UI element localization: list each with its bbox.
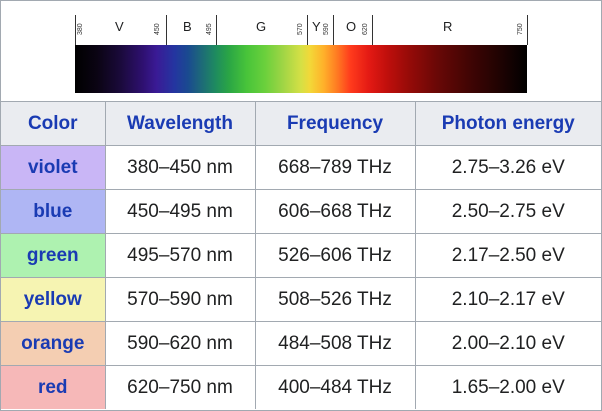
tick-label-570: 570 xyxy=(297,23,304,35)
spectrum-table: Color Wavelength Frequency Photon energy… xyxy=(1,102,601,409)
header-color: Color xyxy=(1,102,106,146)
tick-line-620 xyxy=(372,15,373,45)
header-photon-energy: Photon energy xyxy=(414,102,601,146)
frequency-cell: 484–508 THz xyxy=(254,321,416,366)
table-row: blue 450–495 nm 606–668 THz 2.50–2.75 eV xyxy=(1,189,601,234)
wavelength-cell: 450–495 nm xyxy=(104,189,256,234)
tick-line-570 xyxy=(307,15,308,45)
energy-cell: 2.75–3.26 eV xyxy=(414,145,601,190)
frequency-cell: 606–668 THz xyxy=(254,189,416,234)
band-label-orange: O xyxy=(346,19,357,34)
tick-line-590 xyxy=(333,15,334,45)
energy-cell: 2.17–2.50 eV xyxy=(414,233,601,278)
frequency-cell: 400–484 THz xyxy=(254,365,416,409)
table-row: yellow 570–590 nm 508–526 THz 2.10–2.17 … xyxy=(1,277,601,322)
band-label-yellow: Y xyxy=(312,19,321,34)
table-row: violet 380–450 nm 668–789 THz 2.75–3.26 … xyxy=(1,145,601,190)
table-header-row: Color Wavelength Frequency Photon energy xyxy=(1,102,601,146)
band-label-violet: V xyxy=(115,19,124,34)
wavelength-cell: 495–570 nm xyxy=(104,233,256,278)
table-row: orange 590–620 nm 484–508 THz 2.00–2.10 … xyxy=(1,321,601,366)
wavelength-cell: 590–620 nm xyxy=(104,321,256,366)
spectrum-gradient-bar xyxy=(75,45,527,93)
tick-label-750: 750 xyxy=(517,23,524,35)
frequency-cell: 526–606 THz xyxy=(254,233,416,278)
wavelength-cell: 380–450 nm xyxy=(104,145,256,190)
header-frequency: Frequency xyxy=(254,102,416,146)
tick-label-380: 380 xyxy=(77,23,84,35)
band-label-blue: B xyxy=(183,19,192,34)
energy-cell: 2.10–2.17 eV xyxy=(414,277,601,322)
color-cell: orange xyxy=(1,321,106,366)
color-cell: yellow xyxy=(1,277,106,322)
wavelength-cell: 620–750 nm xyxy=(104,365,256,409)
frequency-cell: 668–789 THz xyxy=(254,145,416,190)
frequency-cell: 508–526 THz xyxy=(254,277,416,322)
energy-cell: 1.65–2.00 eV xyxy=(414,365,601,409)
color-cell: violet xyxy=(1,145,106,190)
wavelength-cell: 570–590 nm xyxy=(104,277,256,322)
color-cell: blue xyxy=(1,189,106,234)
table-row: green 495–570 nm 526–606 THz 2.17–2.50 e… xyxy=(1,233,601,278)
tick-line-380 xyxy=(75,15,76,45)
tick-label-495: 495 xyxy=(206,23,213,35)
tick-label-590: 590 xyxy=(323,23,330,35)
header-wavelength: Wavelength xyxy=(104,102,256,146)
color-cell: red xyxy=(1,365,106,409)
color-cell: green xyxy=(1,233,106,278)
tick-label-450: 450 xyxy=(154,23,161,35)
band-label-green: G xyxy=(256,19,267,34)
tick-line-450 xyxy=(166,15,167,45)
tick-label-620: 620 xyxy=(362,23,369,35)
energy-cell: 2.00–2.10 eV xyxy=(414,321,601,366)
tick-line-495 xyxy=(216,15,217,45)
tick-line-750 xyxy=(527,15,528,45)
energy-cell: 2.50–2.75 eV xyxy=(414,189,601,234)
spectrum-header: 380 450 495 570 590 620 750 V B G Y O R xyxy=(1,1,601,102)
table-row: red 620–750 nm 400–484 THz 1.65–2.00 eV xyxy=(1,365,601,409)
band-label-red: R xyxy=(443,19,453,34)
